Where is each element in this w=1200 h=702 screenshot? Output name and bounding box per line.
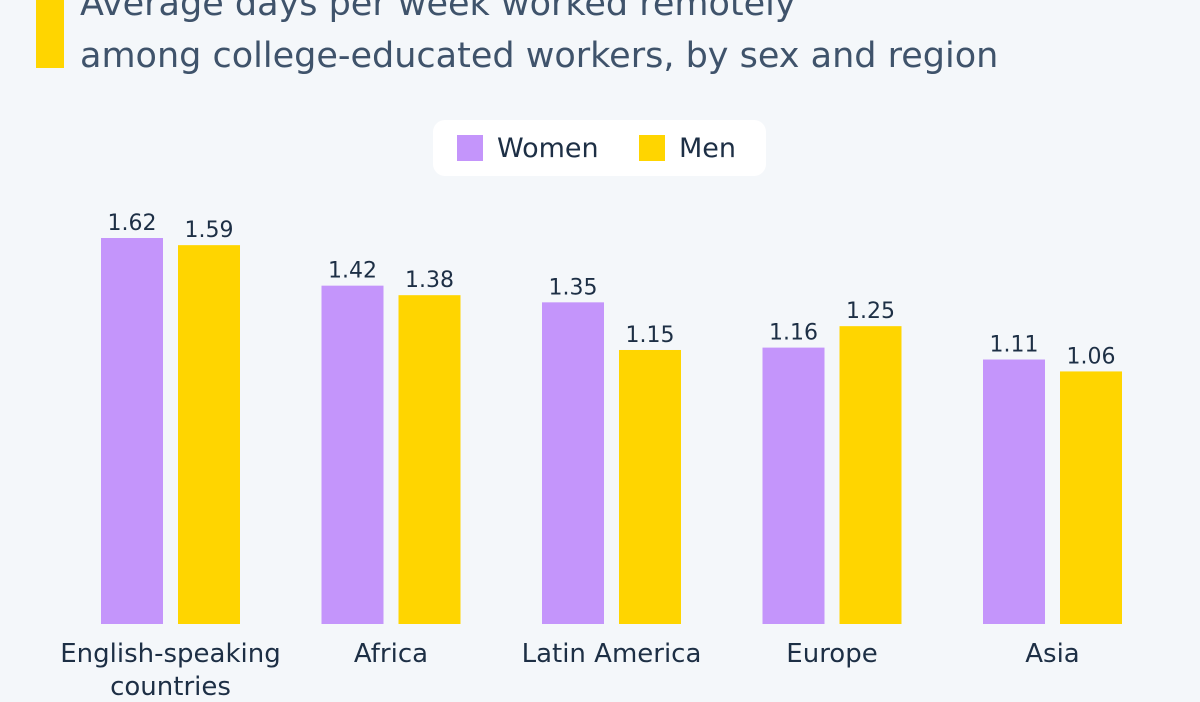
value-label-women-asia: 1.11 [990,333,1039,358]
chart-title-line-1: Average days per week worked remotely [80,0,796,24]
bar-women-africa [321,285,384,624]
value-label-women-latin-america: 1.35 [549,275,598,300]
value-label-women-europe: 1.16 [769,321,818,346]
category-label-africa: Africa [354,639,428,669]
bar-women-europe [762,347,825,624]
bar-men-africa [398,295,461,624]
bar-men-asia [1060,371,1122,624]
legend-swatch-women [457,135,483,161]
category-label-english-speaking-countries-line-1: English-speaking [60,639,281,669]
category-label-europe: Europe [786,639,877,669]
category-label-english-speaking-countries-line-2: countries [110,672,231,702]
value-label-women-africa: 1.42 [328,259,377,284]
chart-title-line-2: among college-educated workers, by sex a… [80,36,999,76]
bar-men-europe [839,326,902,624]
value-label-men-english-speaking-countries: 1.59 [185,218,234,243]
bar-women-latin-america [542,302,604,624]
title-accent-bar [36,0,64,68]
value-label-men-africa: 1.38 [405,268,454,293]
legend-label-women: Women [497,132,599,164]
bar-men-latin-america [619,349,681,624]
legend: Women Men [433,120,766,176]
category-label-asia: Asia [1025,639,1080,669]
bar-men-english-speaking-countries [178,245,240,625]
bar-women-english-speaking-countries [101,238,163,624]
category-label-latin-america: Latin America [522,639,702,669]
value-label-women-english-speaking-countries: 1.62 [108,211,157,236]
legend-swatch-men [639,135,665,161]
value-label-men-latin-america: 1.15 [626,323,675,348]
legend-item-men: Men [639,120,736,176]
legend-item-women: Women [457,120,599,176]
legend-label-men: Men [679,132,737,164]
bar-women-asia [983,359,1045,624]
value-label-men-europe: 1.25 [846,299,895,324]
value-label-men-asia: 1.06 [1067,344,1116,369]
chart-title: Average days per week worked remotely am… [80,0,998,82]
